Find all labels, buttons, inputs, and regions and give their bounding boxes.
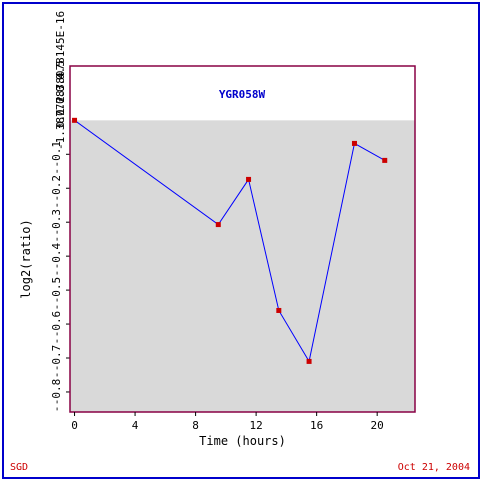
x-tick-label: 0 xyxy=(71,419,78,432)
x-tick-label: 20 xyxy=(371,419,384,432)
y-overlapping-label: 0.2 xyxy=(54,96,67,116)
footer-date: Oct 21, 2004 xyxy=(397,462,470,473)
y-tick-label: -0.7 xyxy=(50,345,63,372)
x-tick-label: 4 xyxy=(132,419,139,432)
data-point xyxy=(276,307,282,313)
y-overlapping-label: 0.3 xyxy=(54,84,67,104)
y-tick-separator: - xyxy=(50,338,63,345)
y-axis-title: log2(ratio) xyxy=(19,219,33,298)
y-tick-label: -0.5 xyxy=(50,277,63,304)
data-point xyxy=(382,157,388,163)
chart-canvas: -0.8-0.7-0.6-0.5-0.4-0.3-0.2-0.1--------… xyxy=(19,11,416,448)
y-tick-separator: - xyxy=(50,202,63,209)
y-tick-label: -0.3 xyxy=(50,209,63,236)
chart-title: YGR058W xyxy=(219,88,266,101)
shaded-band xyxy=(70,120,415,413)
data-point xyxy=(306,358,312,364)
y-tick-label: -0.2 xyxy=(50,175,63,202)
x-tick-label: 8 xyxy=(192,419,199,432)
data-point xyxy=(72,117,78,123)
y-overlapping-label: -1.38777878078145E-16 xyxy=(54,11,67,150)
data-point xyxy=(215,222,221,228)
x-tick-label: 16 xyxy=(310,419,323,432)
footer-source: SGD xyxy=(10,462,29,473)
y-overlapping-label: 0.5 xyxy=(54,60,67,80)
y-tick-separator: - xyxy=(50,372,63,379)
x-tick-label: 12 xyxy=(249,419,262,432)
chart-frame: -0.8 -0.7 -0.6 -0.5 -0.4 -0.3 -0.2 -0.1- - - - - - - -… xyxy=(2,2,480,479)
plot-border xyxy=(69,65,416,413)
y-tick-label: -0.6 xyxy=(50,311,63,338)
y-tick-label: -0.8 xyxy=(50,379,63,406)
y-tick-label: -0.1 xyxy=(50,141,63,168)
y-tick-separator: - xyxy=(50,304,63,311)
data-point xyxy=(351,140,357,146)
y-tick-label: -0.4 xyxy=(50,243,63,270)
y-tick-separator: - xyxy=(50,406,63,413)
y-tick-separator: - xyxy=(50,270,63,277)
y-tick-separator: - xyxy=(50,236,63,243)
x-axis-title: Time (hours) xyxy=(199,434,286,448)
y-tick-separator: - xyxy=(50,168,63,175)
data-point xyxy=(246,176,252,182)
y-overlapping-label: 0.4 xyxy=(54,72,67,92)
y-overlapping-label: 0.1 xyxy=(54,108,67,128)
